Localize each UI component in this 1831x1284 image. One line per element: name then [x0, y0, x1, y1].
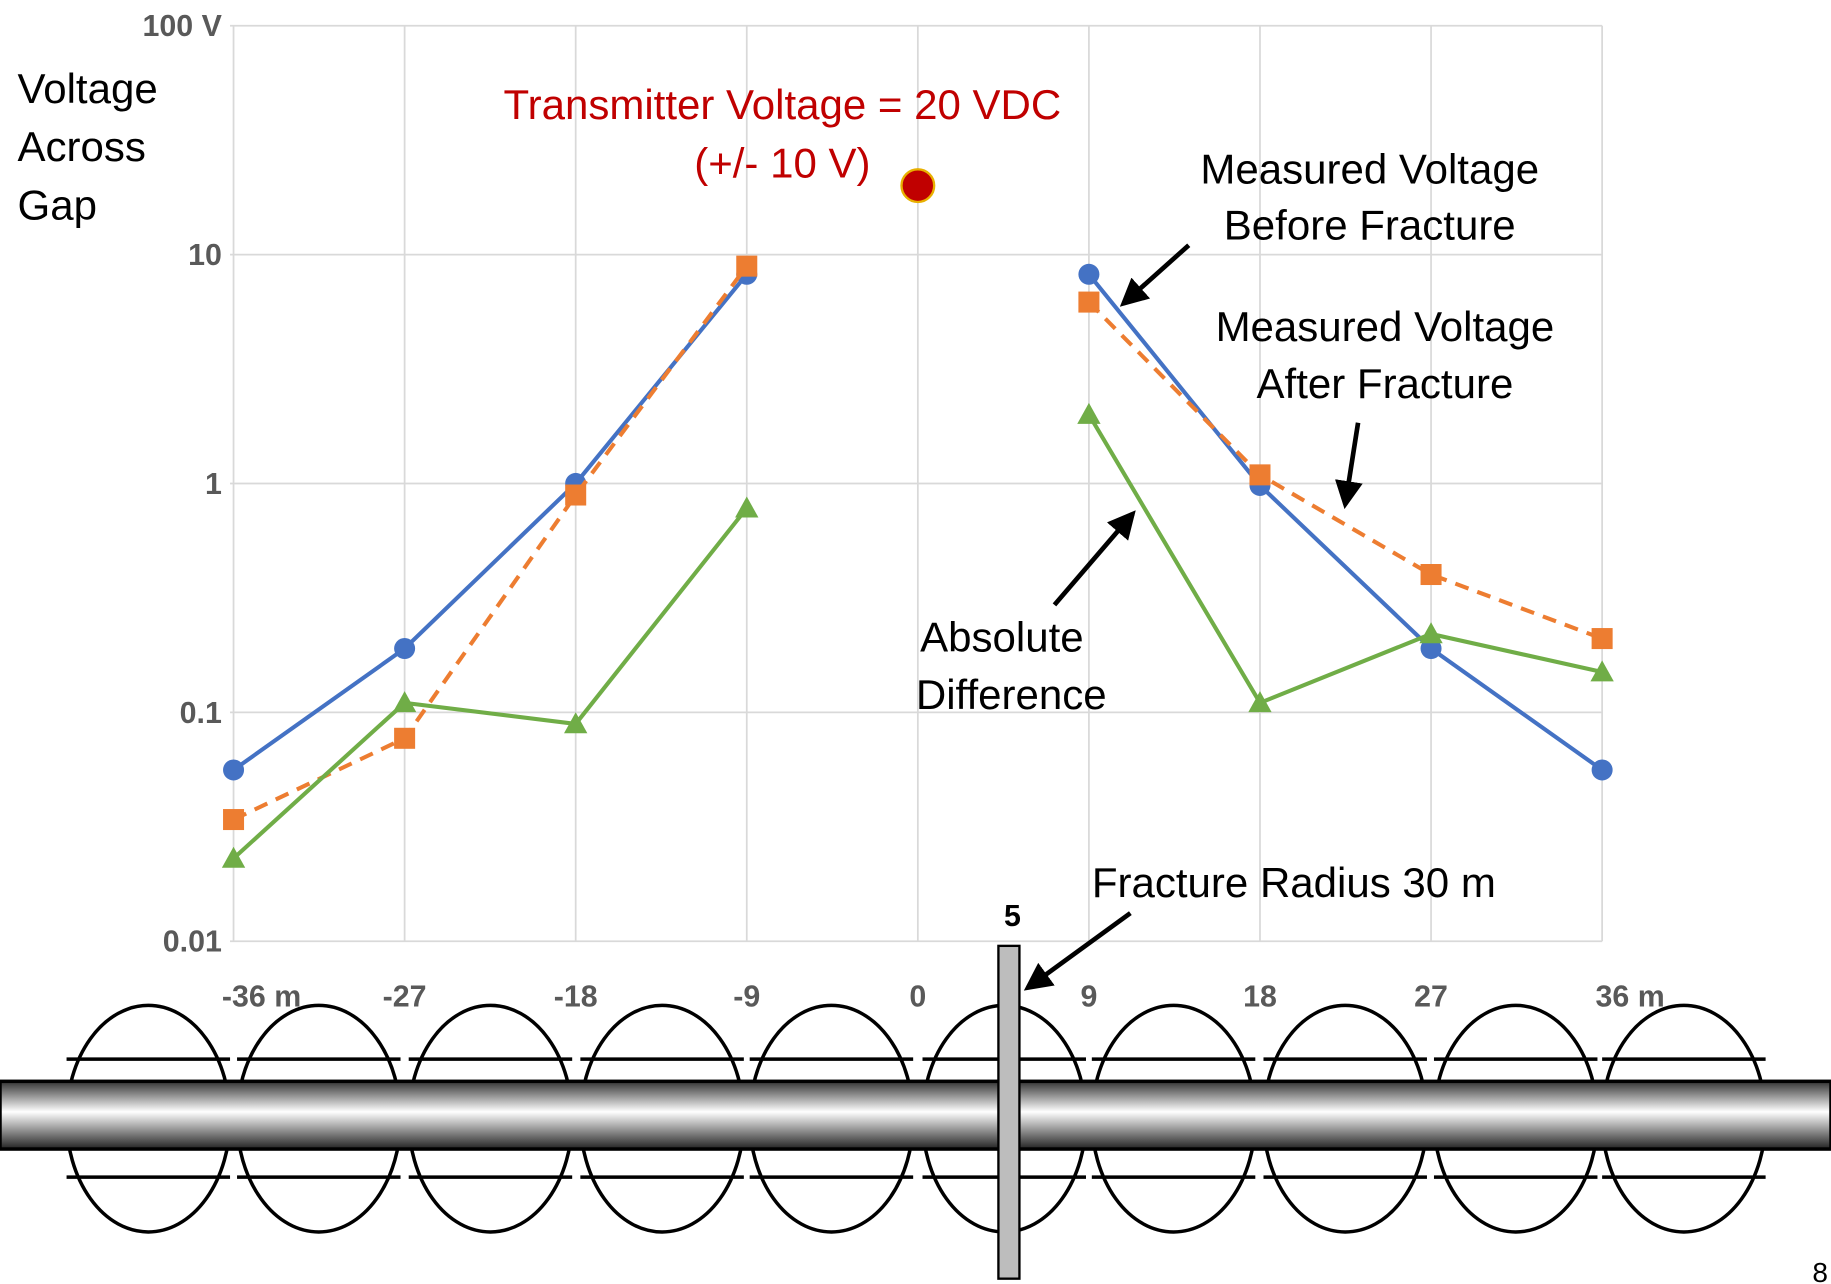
arrow — [1028, 913, 1131, 988]
annotation: Fracture Radius 30 m — [1092, 859, 1496, 906]
marker — [1249, 464, 1270, 485]
x-tick-label: -9 — [733, 981, 760, 1014]
fracture-plane — [998, 946, 1019, 1279]
annotation: (+/- 10 V) — [694, 139, 870, 186]
annotation: Absolute — [920, 614, 1084, 661]
y-axis-label: Gap — [18, 182, 97, 229]
marker — [1077, 403, 1100, 424]
marker — [1078, 292, 1099, 313]
x-tick-label: -27 — [383, 981, 427, 1014]
series-line — [234, 508, 747, 858]
series-line — [234, 274, 747, 770]
marker — [1419, 622, 1442, 643]
x-tick-label: -36 m — [222, 981, 301, 1014]
chart: 0.01 0.1 1 10 100 V -36 m -27 -18 -9 0 9 18 27 36 m Vo… — [0, 10, 1831, 1284]
series-line — [1089, 302, 1602, 638]
annotation: Measured Voltage — [1200, 145, 1539, 192]
y-tick-label: 1 — [205, 468, 222, 501]
x-tick-label: -18 — [554, 981, 598, 1014]
marker — [393, 691, 416, 712]
y-tick-label: 0.1 — [180, 697, 222, 730]
x-tick-label: 18 — [1243, 981, 1277, 1014]
marker — [901, 169, 934, 202]
series-line — [1089, 415, 1602, 703]
marker — [736, 256, 757, 277]
marker — [223, 809, 244, 830]
y-axis-label: Voltage — [18, 65, 158, 112]
x-tick-label: 36 m — [1596, 981, 1665, 1014]
x-tick-label: 9 — [1080, 981, 1097, 1014]
marker — [1421, 564, 1442, 585]
marker — [565, 485, 586, 506]
annotation: 5 — [1004, 900, 1021, 933]
y-axis-label: Across — [18, 123, 146, 170]
annotation: After Fracture — [1257, 360, 1514, 407]
x-tick-label: 0 — [909, 981, 926, 1014]
x-tick-label: 27 — [1414, 981, 1448, 1014]
annotation: Before Fracture — [1224, 201, 1516, 248]
annotation: Difference — [916, 671, 1107, 718]
annotation: Transmitter Voltage = 20 VDC — [504, 81, 1062, 128]
arrow — [1345, 423, 1358, 505]
y-tick-label: 10 — [188, 239, 222, 272]
marker — [223, 759, 244, 780]
annotation: Measured Voltage — [1216, 303, 1555, 350]
page: 0.01 0.1 1 10 100 V -36 m -27 -18 -9 0 9 18 27 36 m Vo… — [0, 0, 1831, 1284]
arrow — [1054, 514, 1132, 605]
pipe — [0, 1081, 1831, 1149]
marker — [1078, 264, 1099, 285]
marker — [1592, 628, 1613, 649]
marker — [735, 496, 758, 517]
marker — [394, 728, 415, 749]
marker — [1592, 759, 1613, 780]
series-line — [234, 266, 747, 819]
y-tick-label: 0.01 — [163, 926, 222, 959]
page-number: 8 — [1812, 1257, 1828, 1284]
marker — [394, 638, 415, 659]
y-tick-label: 100 V — [143, 10, 223, 43]
